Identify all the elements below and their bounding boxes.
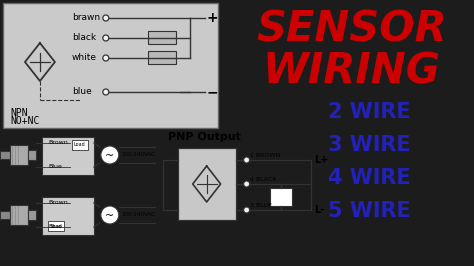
Circle shape [103,15,109,21]
Text: 4 WIRE: 4 WIRE [328,168,410,188]
Text: 5 WIRE: 5 WIRE [328,201,411,221]
Bar [178,148,236,220]
Bar [148,51,176,64]
Bar [0,151,10,159]
Text: ~: ~ [105,151,114,161]
Text: NO+NC: NO+NC [10,116,39,126]
Text: Brown: Brown [48,201,68,206]
Bar [48,221,64,231]
Text: brawn: brawn [72,14,100,23]
Text: 100-240VAC: 100-240VAC [122,213,155,218]
Bar [42,197,94,235]
Circle shape [101,206,119,224]
Bar [3,3,218,128]
Bar [0,211,10,219]
Bar [10,205,28,225]
Text: Blue: Blue [48,225,62,230]
Text: −: − [207,85,219,99]
Circle shape [103,55,109,61]
Text: Load: Load [50,223,62,228]
Circle shape [244,157,250,163]
Bar [72,140,88,150]
Text: +: + [207,11,219,25]
Text: Blue: Blue [48,164,62,169]
Text: 100-240VAC: 100-240VAC [122,152,155,157]
Text: L-: L- [314,205,325,215]
Text: WIRING: WIRING [263,51,440,93]
Bar [28,210,36,220]
Text: NPN: NPN [10,108,27,118]
Text: ~: ~ [105,211,114,221]
Text: black: black [72,34,96,43]
Text: SENSOR: SENSOR [256,9,447,51]
Text: PNP Output: PNP Output [168,132,241,142]
Text: 1 BROWN: 1 BROWN [250,153,280,158]
Bar [42,137,94,175]
Text: 4 BLACK: 4 BLACK [250,177,276,182]
Circle shape [244,181,250,187]
Bar [148,31,176,44]
Text: 3 WIRE: 3 WIRE [328,135,410,155]
Bar [10,145,28,165]
Text: Brown: Brown [48,140,68,146]
Bar [270,188,292,206]
Bar [28,150,36,160]
Text: white: white [72,53,97,63]
Text: Load: Load [74,143,86,148]
Circle shape [244,207,250,213]
Text: L+: L+ [314,155,329,165]
Circle shape [103,89,109,95]
Text: 2 WIRE: 2 WIRE [328,102,410,122]
Text: 3 BLUE: 3 BLUE [250,203,272,208]
Circle shape [101,146,119,164]
Text: blue: blue [72,88,91,97]
Circle shape [103,35,109,41]
